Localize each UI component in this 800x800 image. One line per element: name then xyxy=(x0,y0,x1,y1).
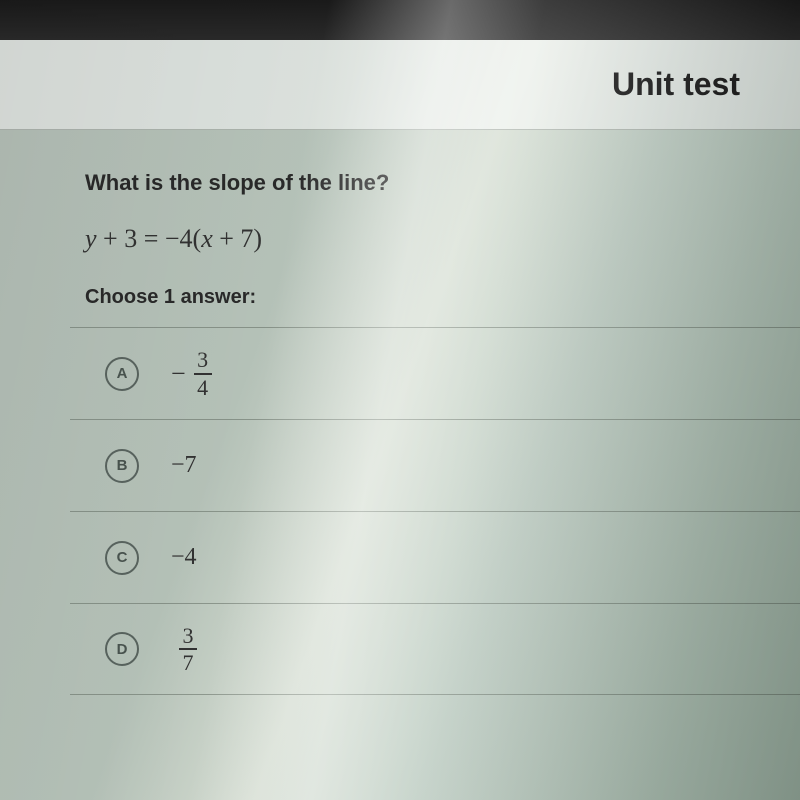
answer-a-value: − 3 4 xyxy=(171,348,212,398)
answer-b-value: −7 xyxy=(171,452,197,479)
fraction: 3 7 xyxy=(179,624,197,674)
answer-c-value: −4 xyxy=(171,544,197,571)
answer-list: A − 3 4 B −7 C −4 D 3 xyxy=(70,327,800,695)
radio-d[interactable]: D xyxy=(105,632,139,666)
page-header: Unit test xyxy=(0,40,800,130)
radio-c[interactable]: C xyxy=(105,541,139,575)
window-top-bar xyxy=(0,0,800,40)
equation-rhs: −4(x + 7) xyxy=(165,224,262,253)
question-prompt: What is the slope of the line? xyxy=(85,170,800,196)
answer-option-a[interactable]: A − 3 4 xyxy=(70,327,800,419)
answer-d-value: 3 7 xyxy=(171,624,197,674)
answer-option-c[interactable]: C −4 xyxy=(70,511,800,603)
radio-a[interactable]: A xyxy=(105,357,139,391)
equation-lhs: y + 3 xyxy=(85,224,137,253)
radio-b[interactable]: B xyxy=(105,449,139,483)
answer-option-d[interactable]: D 3 7 xyxy=(70,603,800,695)
equation: y + 3 = −4(x + 7) xyxy=(85,224,800,254)
fraction: 3 4 xyxy=(194,348,212,398)
answer-option-b[interactable]: B −7 xyxy=(70,419,800,511)
equals-sign: = xyxy=(144,224,165,253)
page-title: Unit test xyxy=(612,66,740,103)
choose-instruction: Choose 1 answer: xyxy=(85,286,800,309)
question-content: What is the slope of the line? y + 3 = −… xyxy=(0,130,800,695)
